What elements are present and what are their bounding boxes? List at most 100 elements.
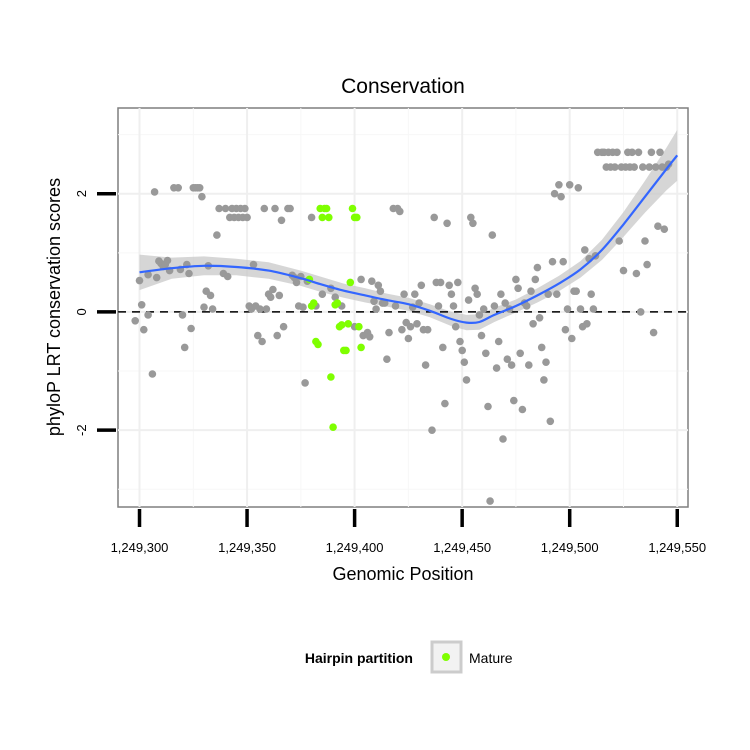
data-point-other xyxy=(213,231,221,239)
data-point-other xyxy=(518,405,527,414)
data-point-other xyxy=(163,256,172,265)
x-tick-label: 1,249,550 xyxy=(648,540,706,555)
data-point-other xyxy=(449,302,458,310)
data-point-other xyxy=(185,269,193,278)
data-point-other xyxy=(632,269,641,278)
data-point-other xyxy=(443,219,451,228)
data-point-mature xyxy=(309,299,318,307)
data-point-mature xyxy=(325,213,333,222)
data-point-other xyxy=(385,328,393,337)
data-point-other xyxy=(318,290,327,299)
smooth-line xyxy=(139,154,679,325)
data-point-other xyxy=(223,272,232,281)
data-point-other xyxy=(258,337,266,346)
data-point-other xyxy=(144,311,152,319)
data-point-other xyxy=(458,346,467,355)
data-point-other xyxy=(574,184,583,192)
data-point-other xyxy=(260,204,269,213)
data-point-other xyxy=(628,148,636,157)
data-point-other xyxy=(525,361,533,369)
points-mature xyxy=(305,204,365,432)
data-point-other xyxy=(140,325,148,334)
data-point-other xyxy=(576,305,585,313)
data-point-other xyxy=(299,303,307,312)
chart-title: Conservation xyxy=(341,75,465,98)
legend-key-mature-dot xyxy=(442,653,450,661)
data-point-other xyxy=(445,281,454,290)
data-point-other xyxy=(641,237,649,245)
data-point-mature xyxy=(342,346,350,355)
y-tick-label: 0 xyxy=(74,308,89,315)
x-tick-label: 1,249,300 xyxy=(111,540,169,555)
data-point-other xyxy=(187,324,195,333)
data-point-other xyxy=(494,337,503,346)
data-point-other xyxy=(221,204,230,213)
data-point-other xyxy=(469,219,477,228)
data-point-other xyxy=(253,331,262,340)
data-point-other xyxy=(357,275,365,284)
data-point-other xyxy=(269,285,277,294)
data-point-mature xyxy=(333,299,342,307)
data-point-other xyxy=(417,281,426,290)
data-point-other xyxy=(473,290,482,299)
data-point-other xyxy=(215,204,223,213)
data-point-other xyxy=(464,296,473,304)
data-point-other xyxy=(198,192,206,201)
data-point-other xyxy=(568,334,576,343)
data-point-other xyxy=(611,163,619,171)
data-point-other xyxy=(454,278,462,287)
data-point-other xyxy=(404,334,413,343)
data-point-other xyxy=(565,181,574,189)
x-axis: 1,249,300 1,249,350 1,249,400 1,249,450 1,24… xyxy=(111,509,706,555)
data-point-other xyxy=(490,302,499,310)
y-axis: -2 0 2 xyxy=(74,190,116,436)
data-point-other xyxy=(471,284,479,293)
data-point-other xyxy=(428,426,436,435)
data-point-other xyxy=(421,361,430,369)
data-point-other xyxy=(479,305,488,313)
x-axis-label: Genomic Position xyxy=(332,564,473,584)
legend: Hairpin partition Mature xyxy=(305,640,513,674)
points-other xyxy=(131,148,673,505)
data-point-other xyxy=(501,299,510,307)
y-tick-label: -2 xyxy=(74,424,89,436)
data-point-other xyxy=(148,370,157,378)
data-point-other xyxy=(208,305,217,313)
data-point-other xyxy=(273,331,282,340)
data-point-other xyxy=(514,284,522,293)
data-point-other xyxy=(451,322,460,331)
data-point-other xyxy=(370,297,378,306)
data-point-other xyxy=(512,275,520,284)
data-point-other xyxy=(583,320,591,328)
data-point-other xyxy=(548,257,557,266)
data-point-other xyxy=(527,287,535,296)
data-point-other xyxy=(256,305,264,313)
x-tick-label: 1,249,350 xyxy=(218,540,276,555)
data-point-other xyxy=(131,317,139,325)
data-point-mature xyxy=(318,213,327,222)
data-point-other xyxy=(406,322,415,331)
data-point-other xyxy=(587,290,595,299)
data-point-mature xyxy=(344,320,353,328)
data-point-other xyxy=(200,303,208,312)
data-point-other xyxy=(174,184,182,192)
data-point-mature xyxy=(322,204,331,213)
data-point-other xyxy=(553,290,561,299)
data-point-other xyxy=(651,163,660,171)
data-point-other xyxy=(277,216,286,225)
data-point-other xyxy=(460,358,469,367)
data-point-other xyxy=(503,355,512,364)
data-point-other xyxy=(654,222,662,230)
data-point-other xyxy=(275,291,284,300)
data-point-other xyxy=(488,231,497,239)
data-point-other xyxy=(589,305,598,313)
data-point-mature xyxy=(355,322,363,331)
data-point-other xyxy=(477,331,486,340)
data-point-other xyxy=(152,273,161,282)
data-point-other xyxy=(656,148,664,157)
data-point-mature xyxy=(348,204,357,213)
data-point-other xyxy=(563,305,572,313)
data-point-other xyxy=(482,349,490,358)
data-point-other xyxy=(195,184,204,192)
